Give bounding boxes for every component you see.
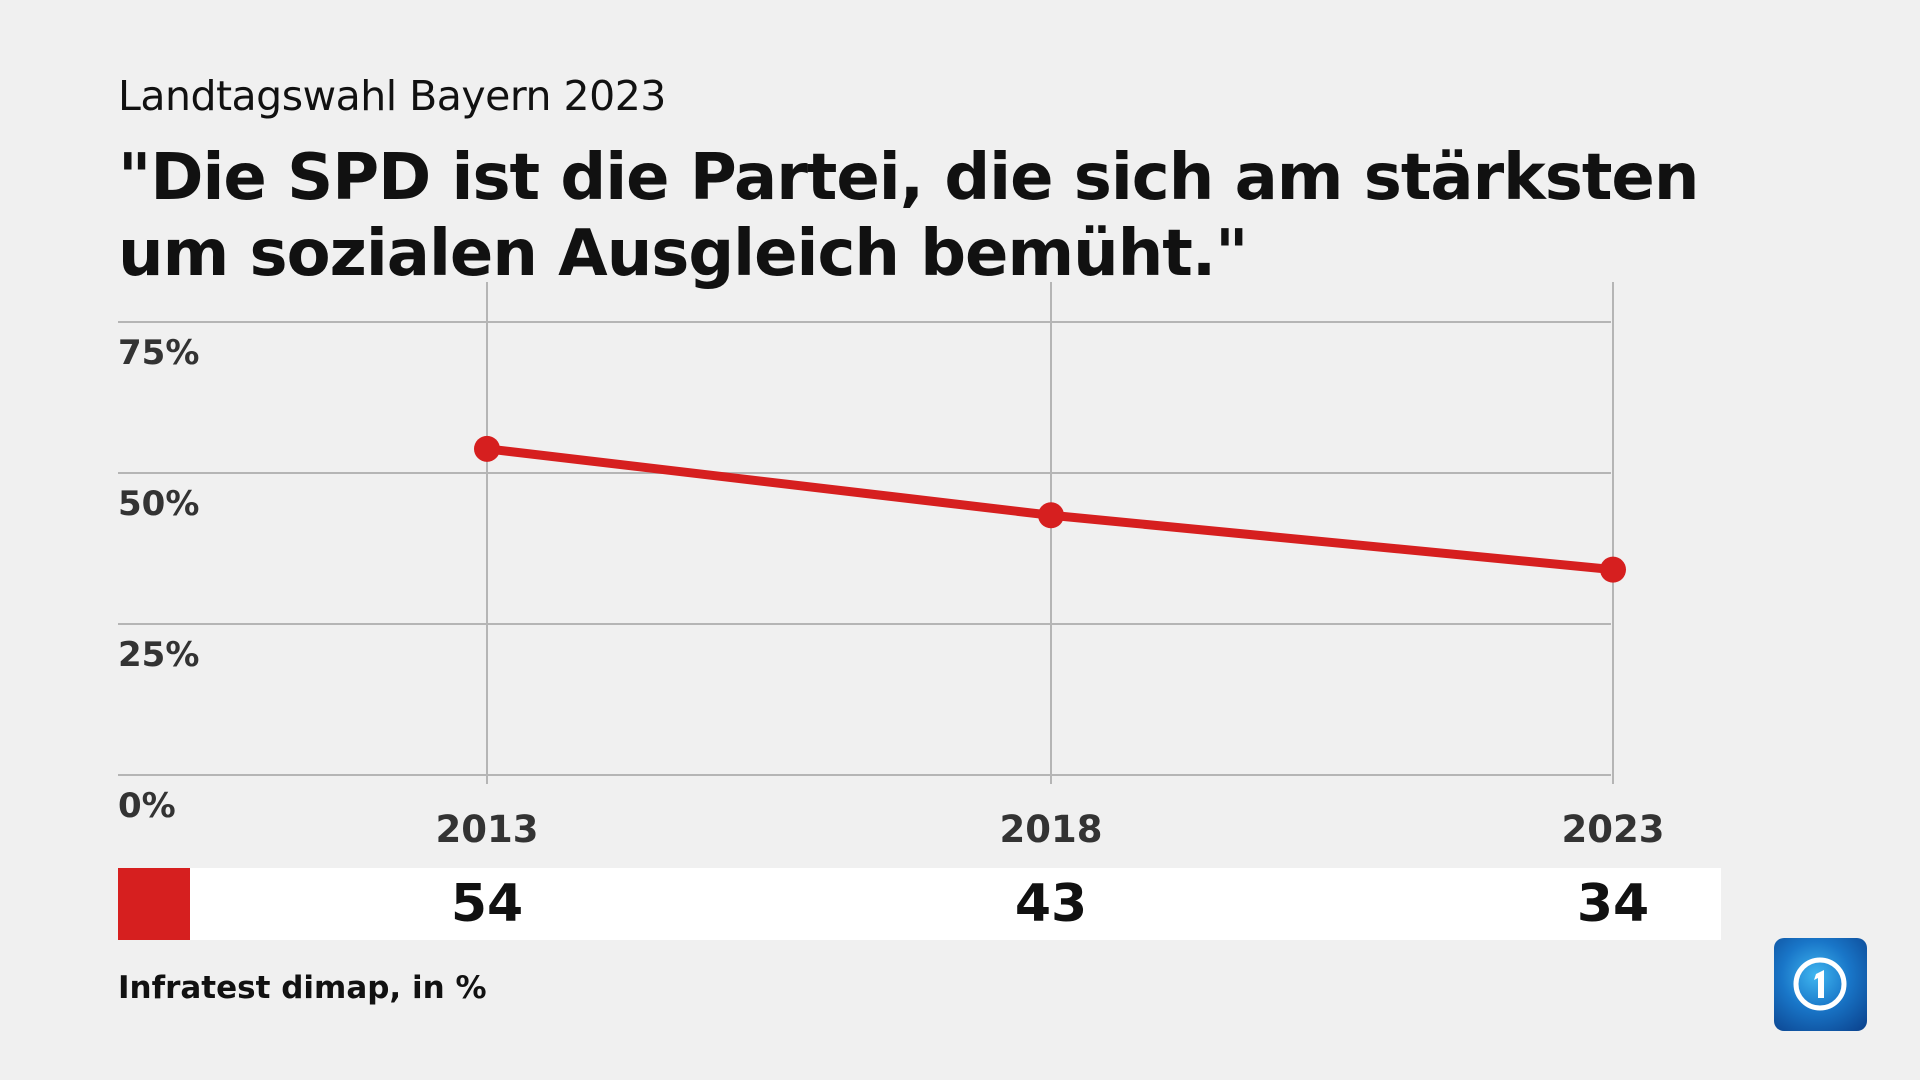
data-point-2018 — [1038, 502, 1064, 529]
chart-title: "Die SPD ist die Partei, die sich am stä… — [118, 141, 1699, 291]
data-point-2023 — [1600, 556, 1626, 583]
y-tick-label: 25% — [118, 635, 199, 675]
y-tick-label: 75% — [118, 333, 199, 373]
x-tick-label: 2023 — [1562, 808, 1665, 851]
chart-subtitle: Landtagswahl Bayern 2023 — [118, 72, 666, 120]
tagesschau-logo — [1774, 938, 1867, 1031]
value-label-2023: 34 — [1576, 874, 1650, 934]
value-label-2018: 43 — [1014, 874, 1088, 934]
x-tick-label: 2018 — [1000, 808, 1103, 851]
y-tick-label: 0% — [118, 786, 176, 826]
series-color-swatch — [118, 868, 190, 940]
value-row: 54 43 34 — [118, 868, 1721, 940]
x-tick-label: 2013 — [436, 808, 539, 851]
source-note: Infratest dimap, in % — [118, 970, 487, 1006]
data-point-2013 — [474, 435, 500, 462]
value-label-2013: 54 — [450, 874, 524, 934]
y-tick-label: 50% — [118, 484, 199, 524]
